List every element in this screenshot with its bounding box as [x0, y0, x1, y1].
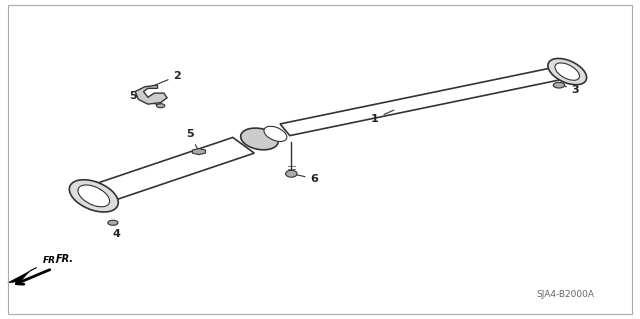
Text: 5: 5	[129, 92, 158, 105]
Text: 2: 2	[154, 71, 181, 86]
Ellipse shape	[69, 180, 118, 212]
PathPatch shape	[135, 85, 167, 104]
Polygon shape	[8, 268, 36, 283]
Polygon shape	[90, 137, 254, 202]
Polygon shape	[280, 67, 567, 136]
Text: 3: 3	[563, 85, 579, 95]
Text: FR.: FR.	[43, 256, 60, 265]
Text: SJA4-B2000A: SJA4-B2000A	[536, 290, 594, 299]
Ellipse shape	[108, 220, 118, 225]
Ellipse shape	[157, 104, 165, 108]
Ellipse shape	[78, 185, 109, 207]
Ellipse shape	[241, 128, 278, 150]
Text: 6: 6	[294, 174, 318, 184]
Polygon shape	[192, 149, 205, 155]
Text: 5: 5	[186, 130, 198, 149]
Text: FR.: FR.	[56, 254, 74, 264]
Ellipse shape	[264, 126, 287, 142]
Text: 4: 4	[113, 222, 121, 239]
Ellipse shape	[285, 170, 297, 177]
Ellipse shape	[553, 82, 564, 88]
Text: 1: 1	[371, 110, 394, 123]
Ellipse shape	[548, 58, 587, 85]
Ellipse shape	[555, 63, 579, 80]
